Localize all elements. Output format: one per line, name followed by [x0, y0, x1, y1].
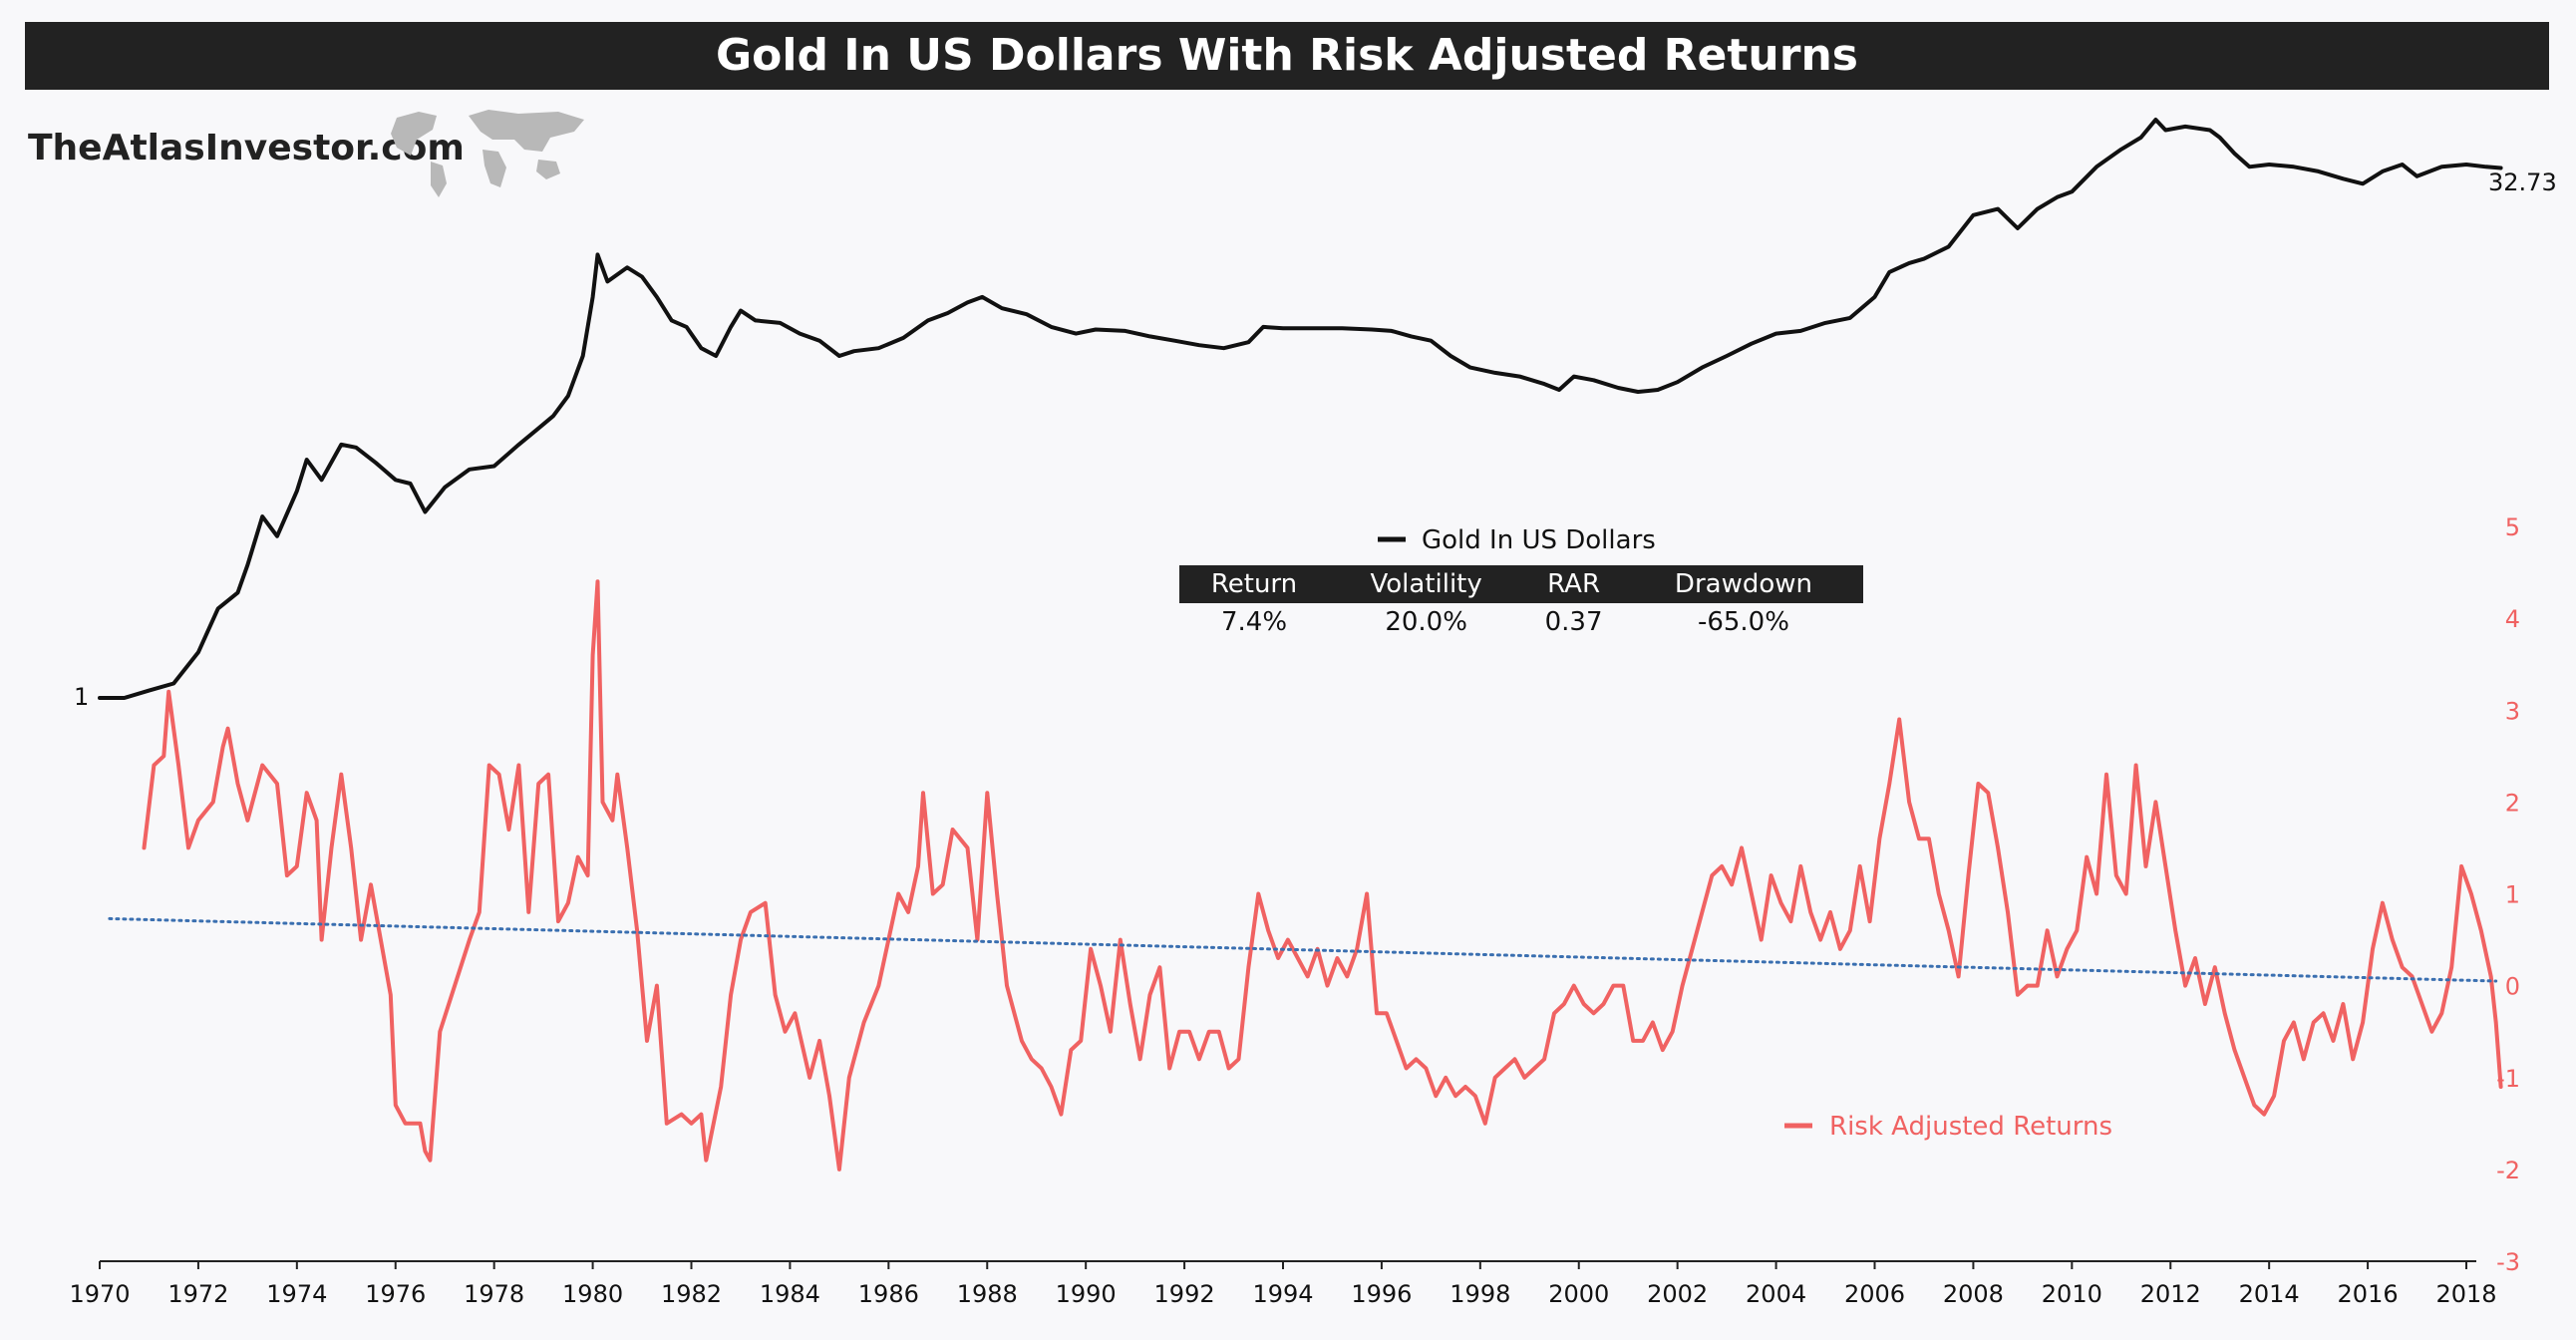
x-tick-label: 1970	[69, 1280, 130, 1308]
right-tick-label: -3	[2496, 1248, 2520, 1276]
series-layer	[98, 118, 2503, 1172]
x-tick-label: 2002	[1647, 1280, 1708, 1308]
x-tick-label: 1994	[1252, 1280, 1313, 1308]
stats-value-row: 7.4% 20.0% 0.37 -65.0%	[1179, 603, 1863, 641]
right-tick-label: 4	[2505, 605, 2520, 633]
x-tick-label: 2008	[1943, 1280, 2004, 1308]
stats-header-volatility: Volatility	[1329, 565, 1524, 603]
x-tick-label: 1990	[1056, 1280, 1117, 1308]
x-tick-label: 2018	[2435, 1280, 2496, 1308]
x-tick-label: 1984	[760, 1280, 820, 1308]
gold-start-label: 1	[74, 683, 89, 711]
x-tick-label: 1996	[1351, 1280, 1412, 1308]
x-tick-label: 2000	[1548, 1280, 1609, 1308]
x-tick-label: 2004	[1746, 1280, 1806, 1308]
right-tick-label: 5	[2505, 513, 2520, 541]
x-tick-label: 1998	[1449, 1280, 1510, 1308]
stats-table: Return Volatility RAR Drawdown 7.4% 20.0…	[1179, 565, 1863, 641]
stats-header-drawdown: Drawdown	[1623, 565, 1863, 603]
stats-header-rar: RAR	[1523, 565, 1624, 603]
x-axis: 1970 1972 1974 1976 1978 1980 1982 1984 1986 1988…	[69, 1260, 2497, 1308]
x-tick-label: 1980	[562, 1280, 623, 1308]
series-line-rar-trend	[108, 916, 2498, 983]
series-line-risk-adjusted-returns	[142, 579, 2503, 1172]
legend-rar-label: Risk Adjusted Returns	[1829, 1112, 2112, 1142]
x-tick-label: 2006	[1844, 1280, 1905, 1308]
right-tick-label: 0	[2505, 973, 2520, 1001]
gold-end-label: 32.73	[2488, 168, 2557, 196]
right-tick-label: 2	[2505, 789, 2520, 817]
series-line-gold-in-us-dollars	[98, 118, 2503, 700]
x-tick-label: 1982	[661, 1280, 722, 1308]
x-tick-label: 2016	[2338, 1280, 2399, 1308]
stats-value-drawdown: -65.0%	[1697, 607, 1789, 637]
legend-gold: Gold In US Dollars	[1378, 525, 1656, 555]
x-tick-label: 2012	[2140, 1280, 2201, 1308]
chart-title: Gold In US Dollars With Risk Adjusted Re…	[25, 22, 2549, 90]
stats-header-row: Return Volatility RAR Drawdown	[1179, 565, 1863, 603]
legend-gold-label: Gold In US Dollars	[1422, 525, 1656, 555]
x-tick-label: 2010	[2042, 1280, 2102, 1308]
x-tick-label: 1986	[858, 1280, 919, 1308]
legend-rar: Risk Adjusted Returns	[1784, 1112, 2112, 1142]
x-tick-label: 1974	[266, 1280, 327, 1308]
x-tick-label: 1992	[1154, 1280, 1215, 1308]
x-tick-label: 1972	[167, 1280, 228, 1308]
stats-value-return: 7.4%	[1220, 607, 1288, 637]
right-tick-label: 3	[2505, 697, 2520, 725]
x-tick-label: 1988	[957, 1280, 1018, 1308]
right-tick-label: 1	[2505, 881, 2520, 909]
world-map-icon	[391, 110, 584, 197]
stats-header-return: Return	[1179, 565, 1330, 603]
right-tick-label: -2	[2496, 1157, 2520, 1184]
x-tick-label: 2014	[2239, 1280, 2300, 1308]
x-tick-label: 1976	[365, 1280, 426, 1308]
x-tick-label: 1978	[464, 1280, 524, 1308]
stats-value-volatility: 20.0%	[1385, 607, 1467, 637]
stats-value-rar: 0.37	[1544, 607, 1603, 637]
